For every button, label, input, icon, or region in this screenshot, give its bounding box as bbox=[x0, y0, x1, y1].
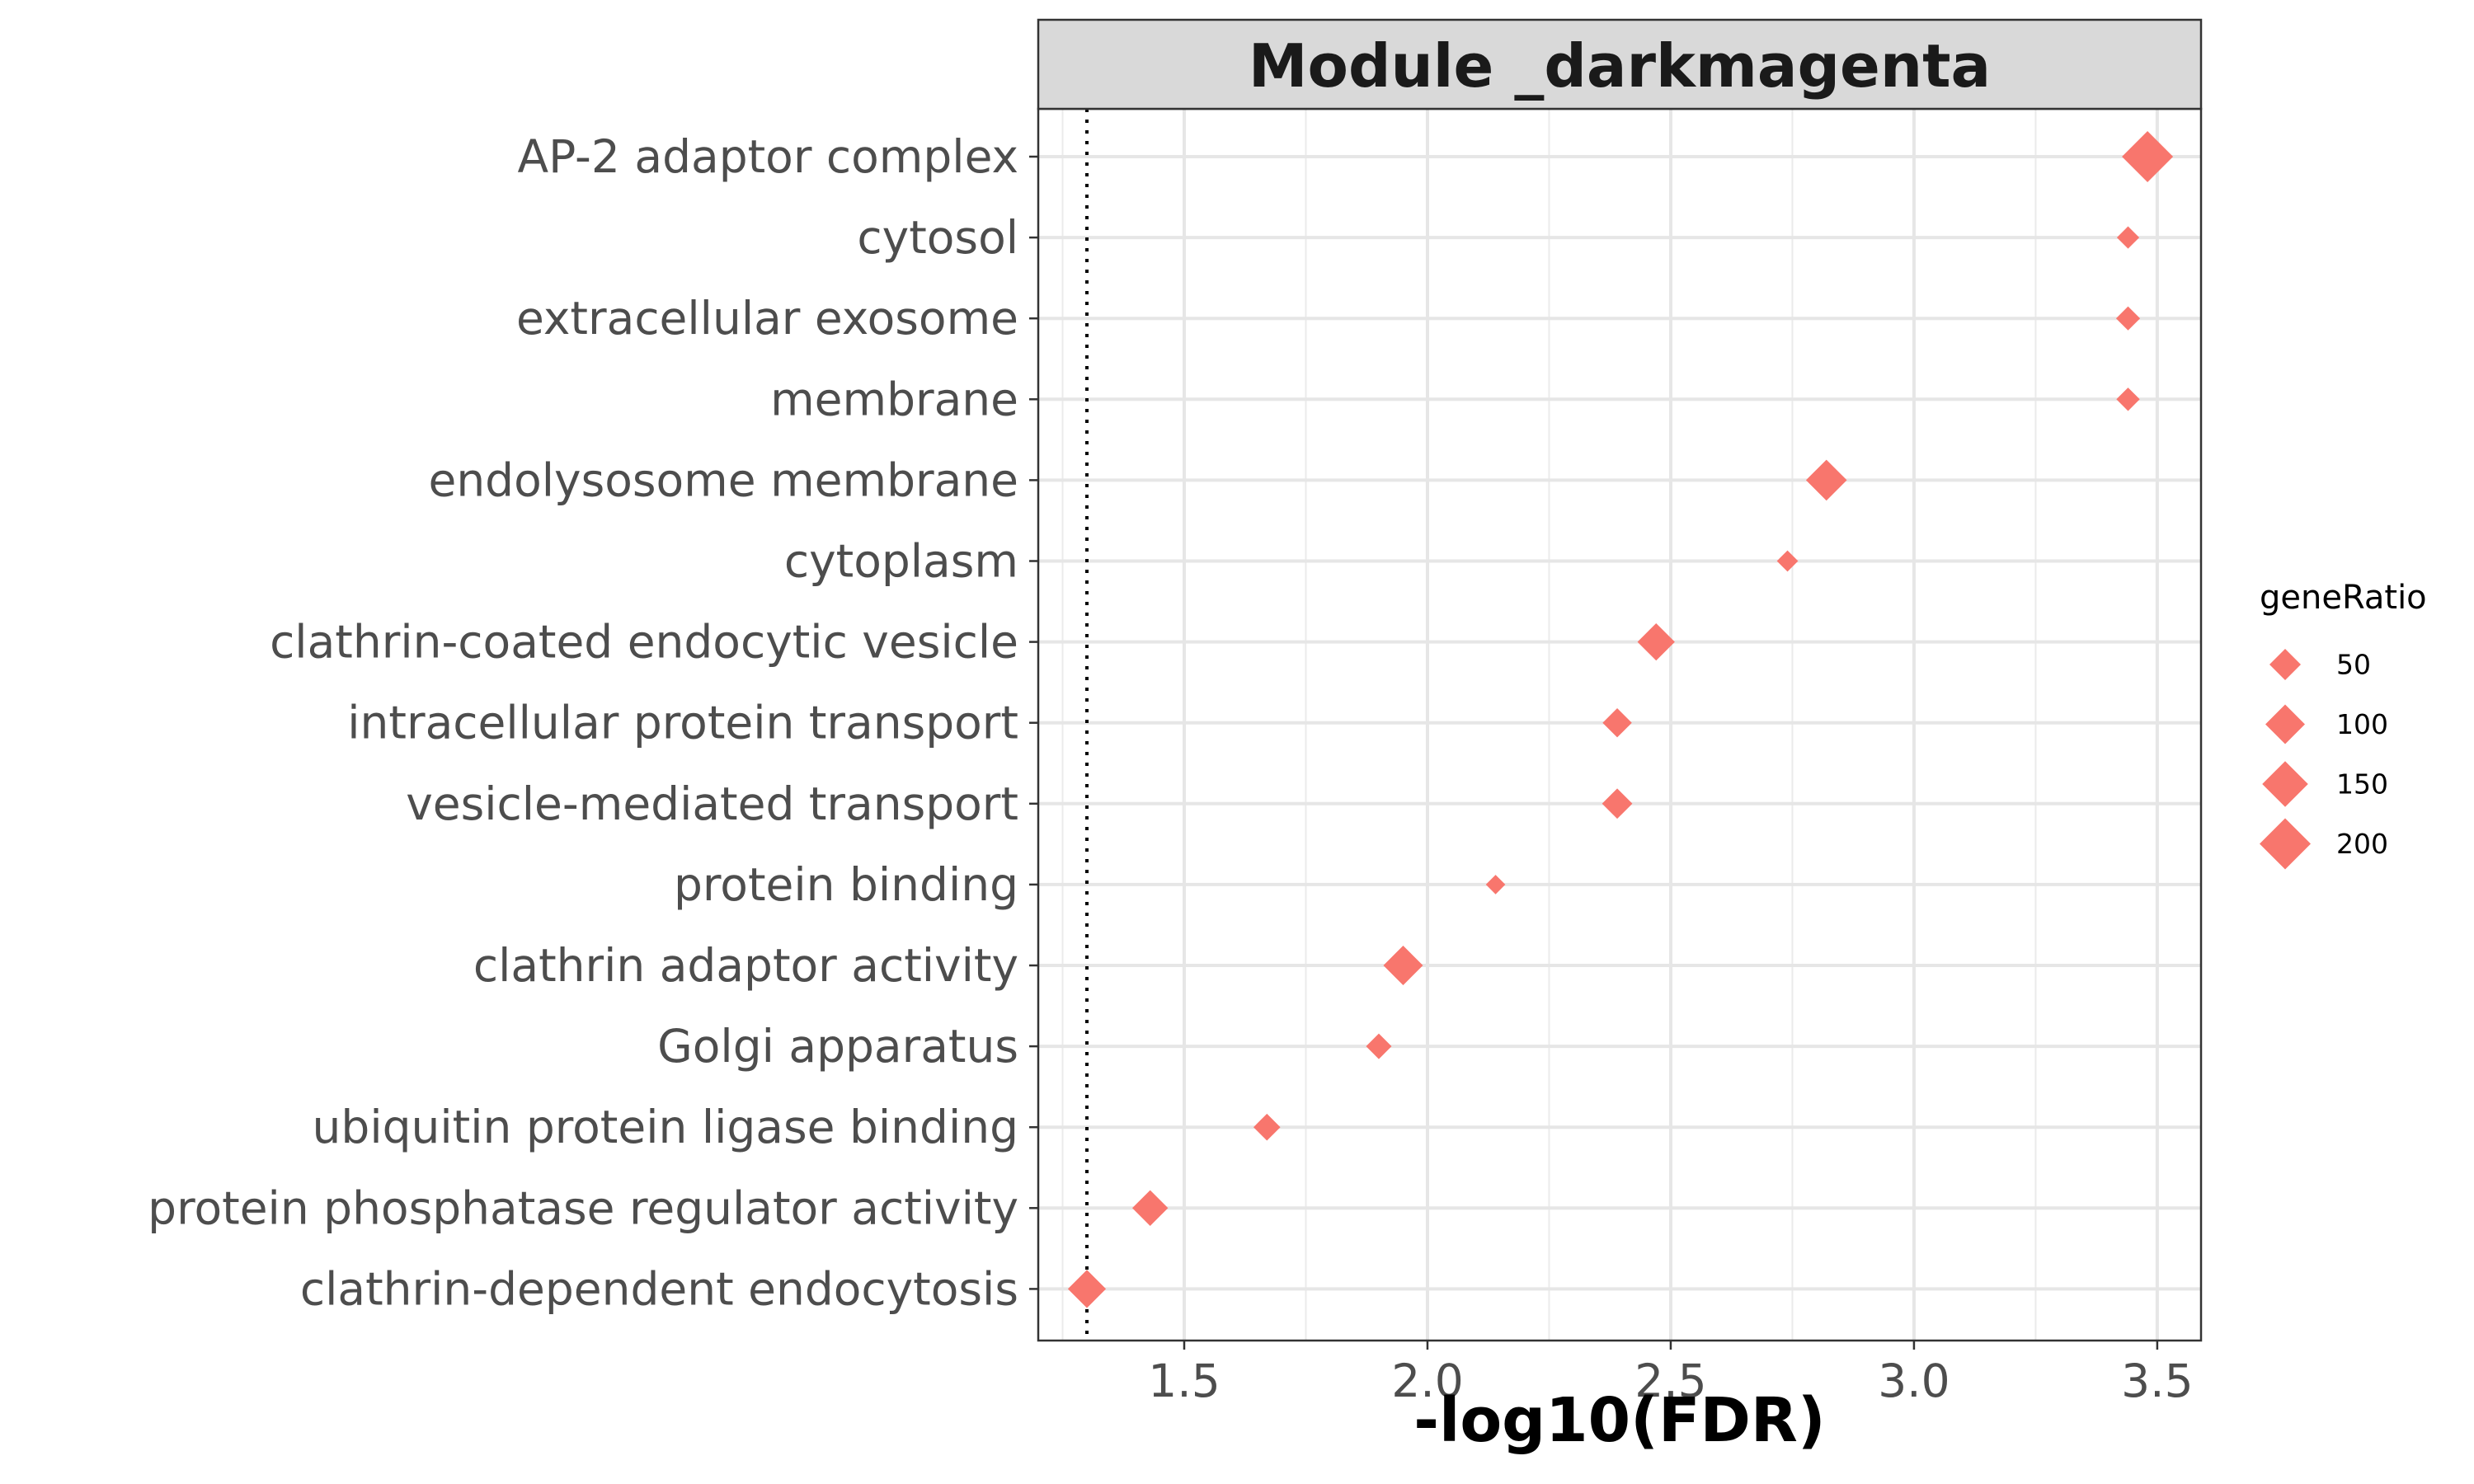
y-tick-label: intracellular protein transport bbox=[347, 697, 1018, 749]
y-tick-label: extracellular exosome bbox=[516, 292, 1018, 345]
data-point bbox=[1253, 1113, 1281, 1141]
x-tick-label: 3.5 bbox=[2121, 1355, 2193, 1407]
x-axis: 1.5 2.0 2.5 3.0 3.5 bbox=[1148, 1341, 2194, 1407]
legend-key-symbol bbox=[2262, 761, 2308, 807]
x-tick-label: 2.5 bbox=[1634, 1355, 1706, 1407]
y-tick-label: endolysosome membrane bbox=[428, 453, 1018, 506]
legend-key-label: 50 bbox=[2336, 649, 2371, 681]
x-axis-title: -log10(FDR) bbox=[1413, 1385, 1825, 1456]
grid-major bbox=[1038, 109, 2201, 1341]
data-points bbox=[1067, 131, 2174, 1308]
legend-key-label: 100 bbox=[2336, 708, 2388, 740]
y-tick-label: protein phosphatase regulator activity bbox=[148, 1181, 1018, 1234]
data-point bbox=[1602, 707, 1632, 738]
data-point bbox=[2116, 226, 2140, 249]
chart-title: Module _darkmagenta bbox=[1249, 31, 1991, 101]
y-tick-label: protein binding bbox=[674, 858, 1018, 911]
y-tick-label: Golgi apparatus bbox=[657, 1020, 1018, 1073]
y-tick-label: clathrin-dependent endocytosis bbox=[300, 1262, 1018, 1315]
legend-key-label: 200 bbox=[2336, 828, 2388, 860]
title-strip bbox=[1037, 18, 2203, 110]
y-tick-label: AP-2 adaptor complex bbox=[517, 130, 1018, 183]
y-tick-label: vesicle-mediated transport bbox=[406, 777, 1018, 830]
data-point bbox=[1366, 1033, 1392, 1059]
legend-key-label: 150 bbox=[2336, 768, 2388, 801]
y-tick-label: cytoplasm bbox=[784, 535, 1018, 588]
data-point bbox=[2122, 131, 2174, 182]
x-tick-label: 2.0 bbox=[1391, 1355, 1463, 1407]
data-point bbox=[2116, 387, 2140, 411]
data-point bbox=[1485, 875, 1506, 895]
data-point bbox=[1776, 550, 1799, 572]
y-tick-label: clathrin adaptor activity bbox=[473, 939, 1018, 992]
y-tick-label: cytosol bbox=[857, 211, 1018, 264]
legend-key-symbol bbox=[2265, 704, 2305, 744]
data-point bbox=[1067, 1270, 1107, 1308]
y-tick-label: membrane bbox=[770, 373, 1018, 425]
data-point bbox=[1602, 788, 1633, 819]
legend-key-symbol bbox=[2260, 818, 2311, 870]
data-point bbox=[1805, 459, 1847, 501]
y-axis: AP-2 adaptor complex cytosol extracellular… bbox=[148, 130, 1038, 1315]
x-tick-label: 1.5 bbox=[1148, 1355, 1220, 1407]
grid-minor bbox=[1061, 109, 2037, 1341]
data-point bbox=[1383, 946, 1423, 985]
legend-title: geneRatio bbox=[2260, 579, 2427, 617]
y-tick-label: ubiquitin protein ligase binding bbox=[313, 1101, 1018, 1153]
legend-key-symbol bbox=[2269, 649, 2301, 680]
x-tick-label: 3.0 bbox=[1878, 1355, 1950, 1407]
data-point bbox=[1131, 1190, 1169, 1226]
y-tick-label: clathrin-coated endocytic vesicle bbox=[270, 616, 1018, 669]
legend: geneRatio 50 100 150 200 bbox=[2260, 579, 2427, 870]
data-point bbox=[1637, 622, 1675, 661]
data-point bbox=[2115, 306, 2141, 331]
